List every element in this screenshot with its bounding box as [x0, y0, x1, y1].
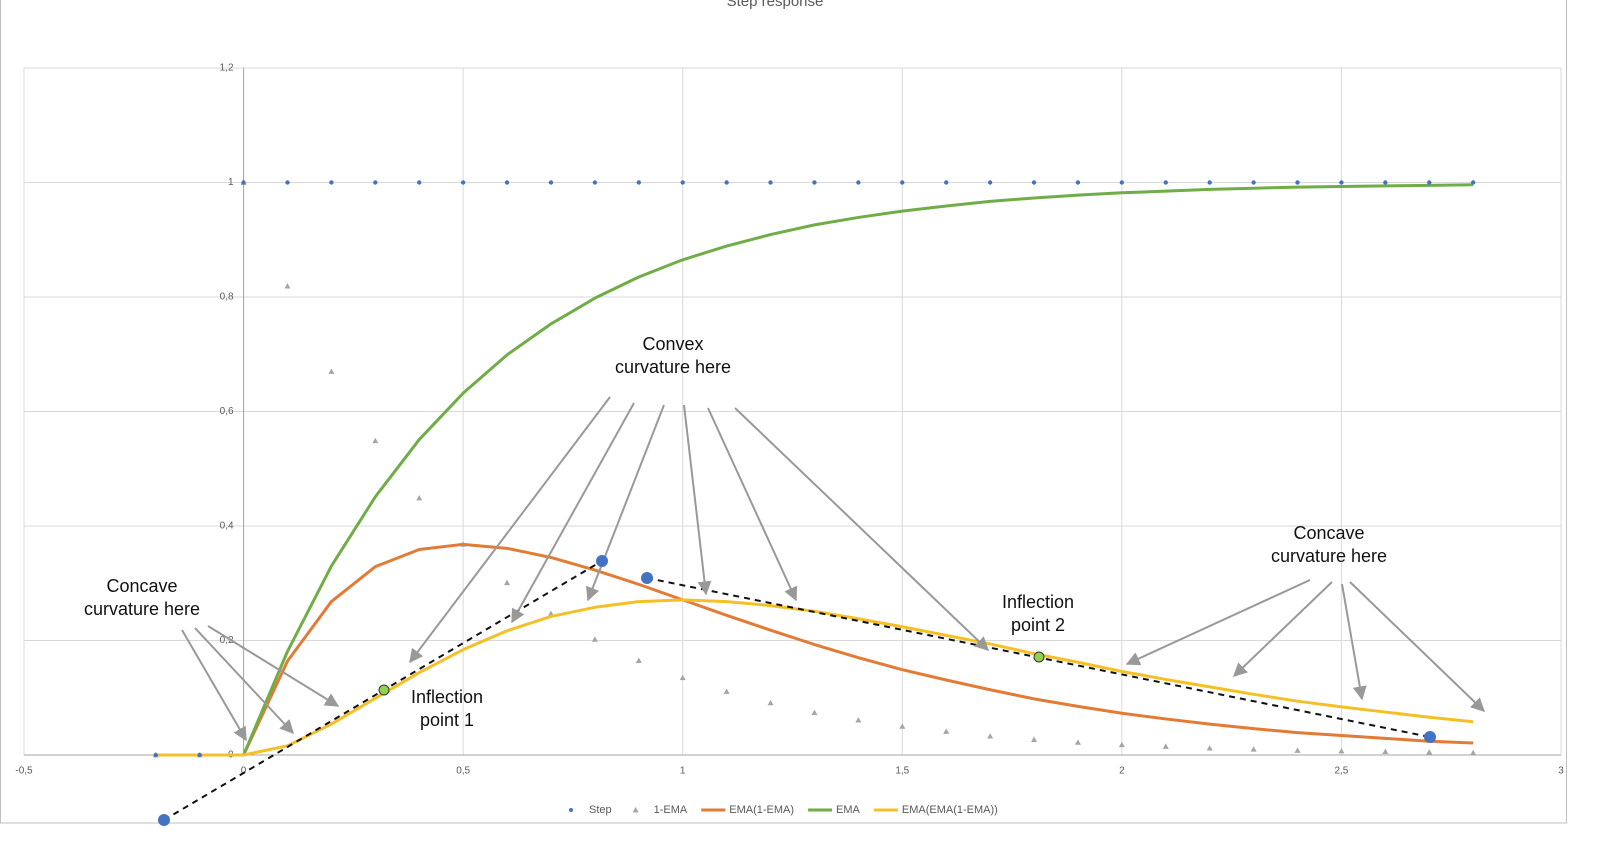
legend-label: EMA(1-EMA) — [729, 804, 794, 816]
step-point — [241, 180, 246, 185]
step-point — [285, 180, 290, 185]
legend-label: 1-EMA — [654, 804, 688, 816]
step-point — [329, 180, 334, 185]
legend-symbol — [632, 807, 639, 813]
chart-frame — [0, 0, 1567, 824]
x-tick-label: 1,5 — [895, 766, 909, 777]
legend-symbol — [569, 808, 573, 812]
x-tick-label: 2 — [1119, 766, 1125, 777]
tangent-endpoints — [158, 555, 1436, 826]
step-point — [636, 180, 641, 185]
y-tick-label: 0,8 — [220, 292, 234, 303]
step-point — [944, 180, 949, 185]
triangle-point — [987, 733, 994, 739]
step-point — [856, 180, 861, 185]
triangle-point — [679, 674, 686, 681]
step-point — [373, 180, 378, 185]
legend-label: Step — [589, 804, 612, 816]
triangle-point — [899, 723, 906, 729]
chart-title: Step response — [727, 0, 824, 10]
legend: Step 1-EMA EMA(1-EMA) EMA EMA(EMA(1-EMA)) — [569, 804, 998, 816]
x-tick-label: 3 — [1558, 766, 1564, 777]
x-tick-label: 0,5 — [456, 766, 470, 777]
triangle-point — [1338, 747, 1345, 754]
arrows — [181, 396, 1486, 742]
step-point — [460, 180, 466, 185]
step-point — [1207, 180, 1212, 185]
triangle-point — [1206, 745, 1213, 751]
x-tick-label: 0 — [241, 766, 247, 777]
triangle-point — [1250, 746, 1257, 752]
step-point — [1075, 180, 1081, 185]
step-point — [812, 180, 817, 185]
triangle-point — [723, 688, 730, 694]
triangle-point — [328, 368, 335, 374]
y-tick-label: 0,2 — [220, 635, 234, 646]
triangle-point — [811, 709, 818, 716]
triangle-point — [1162, 743, 1169, 749]
step-point — [197, 752, 202, 758]
x-tick-label: 1 — [680, 766, 686, 777]
y-tick-label: 0,6 — [220, 406, 234, 417]
step-point — [1295, 180, 1300, 185]
annotation: Convex curvature here — [614, 334, 732, 377]
step-point — [680, 180, 685, 185]
step-point — [1427, 180, 1432, 185]
triangle-point — [372, 437, 379, 444]
triangle-point — [416, 494, 423, 501]
grid: 00,20,40,60,811,2-0,5 0 0,5 1 1,5 2 2,5 3 — [15, 63, 1564, 777]
triangle-point — [1294, 747, 1301, 753]
step-point — [548, 180, 554, 185]
triangle-point — [1031, 736, 1038, 742]
triangle-point — [635, 657, 642, 663]
annotation: Concave curvature here — [83, 576, 201, 619]
step-point — [724, 180, 729, 185]
inflection-points — [378, 651, 1045, 696]
triangle-point — [1426, 749, 1433, 755]
step-point — [417, 180, 422, 185]
step-point — [1119, 180, 1125, 185]
y-tick-label: 0,4 — [220, 521, 234, 532]
triangle-point — [767, 699, 774, 706]
annotation: Inflection point 1 — [410, 687, 484, 730]
triangle-point — [943, 728, 950, 734]
step-point — [1470, 180, 1476, 185]
step-point — [592, 180, 598, 185]
triangle-point — [855, 717, 862, 723]
legend-label: EMA — [836, 804, 861, 816]
triangle-point — [1074, 739, 1081, 745]
step-point — [1339, 180, 1344, 185]
triangle-point — [1118, 741, 1125, 748]
series-line — [155, 183, 1474, 757]
step-point — [1163, 180, 1168, 185]
x-tick-label: -0,5 — [15, 766, 33, 777]
triangle-point — [284, 283, 291, 289]
step-point — [153, 752, 158, 758]
annotation-shapes — [158, 396, 1486, 826]
series-line — [155, 542, 1474, 757]
y-tick-label: 1,2 — [220, 63, 234, 74]
step-point — [504, 180, 510, 185]
triangle-point — [1470, 749, 1477, 756]
step-point — [1251, 180, 1256, 185]
x-tick-label: 2,5 — [1334, 766, 1348, 777]
step-point — [900, 180, 905, 185]
legend-label: EMA(EMA(1-EMA)) — [902, 804, 998, 816]
triangle-point — [504, 579, 511, 586]
triangle-point — [1382, 748, 1389, 754]
step-point — [987, 180, 993, 185]
triangle-point — [591, 636, 598, 642]
plot — [152, 179, 1477, 758]
annotation: Inflection point 2 — [1001, 592, 1075, 635]
annotation: Concave curvature here — [1270, 523, 1388, 566]
step-point — [1031, 180, 1037, 185]
y-tick-label: 1 — [228, 177, 234, 188]
step-point — [768, 180, 773, 185]
step-point — [1383, 180, 1388, 185]
